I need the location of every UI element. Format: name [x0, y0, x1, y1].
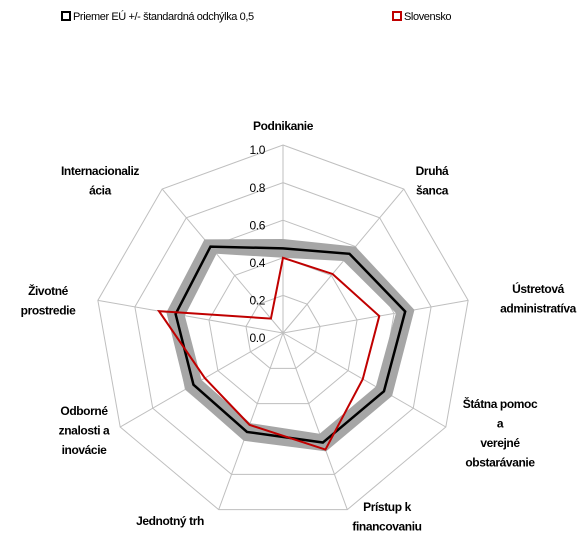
r-tick-label: 1.0	[250, 143, 266, 157]
category-label: Prístup k	[363, 500, 411, 514]
grid-ring	[208, 257, 358, 405]
category-label: ácia	[89, 184, 111, 198]
category-label: Odborné	[60, 404, 108, 418]
category-label: Jednotný trh	[136, 514, 204, 528]
category-label: Štátna pomoc	[463, 396, 538, 411]
spoke	[282, 332, 447, 428]
r-tick-label: 0.6	[250, 218, 266, 232]
category-label: verejné	[480, 436, 520, 450]
deviation-band	[166, 239, 415, 452]
legend-label: Slovensko	[404, 11, 451, 23]
spoke	[161, 188, 284, 334]
legend-swatch	[392, 11, 402, 21]
category-label: Internacionaliz	[61, 164, 139, 178]
category-label: Druhá	[416, 164, 449, 178]
r-tick-label: 0.8	[250, 181, 266, 195]
legend-label: Priemer EÚ +/- štandardná odchýlka 0,5	[73, 10, 254, 23]
category-label: administratíva	[500, 302, 576, 316]
category-label: prostredie	[21, 304, 76, 318]
series-line	[156, 256, 381, 451]
category-label: znalosti a	[59, 424, 110, 438]
category-label: Ústretová	[512, 281, 564, 296]
grid-ring	[134, 182, 432, 475]
grid-ring	[97, 144, 469, 511]
spoke	[97, 299, 284, 334]
category-label: Podnikanie	[253, 119, 314, 133]
category-label: a	[497, 417, 504, 431]
category-label: obstarávanie	[465, 456, 535, 470]
grid-ring	[245, 294, 321, 369]
r-tick-label: 0.0	[250, 331, 266, 345]
category-label: financovaniu	[352, 520, 421, 534]
category-label: Životné	[28, 283, 69, 298]
spoke	[218, 332, 284, 510]
legend-swatch	[61, 11, 71, 21]
category-label: šanca	[416, 184, 449, 198]
spoke	[282, 299, 469, 334]
r-tick-label: 0.4	[250, 256, 266, 270]
category-label: inovácie	[62, 443, 108, 457]
spoke	[282, 332, 348, 510]
r-tick-label: 0.2	[250, 294, 266, 308]
